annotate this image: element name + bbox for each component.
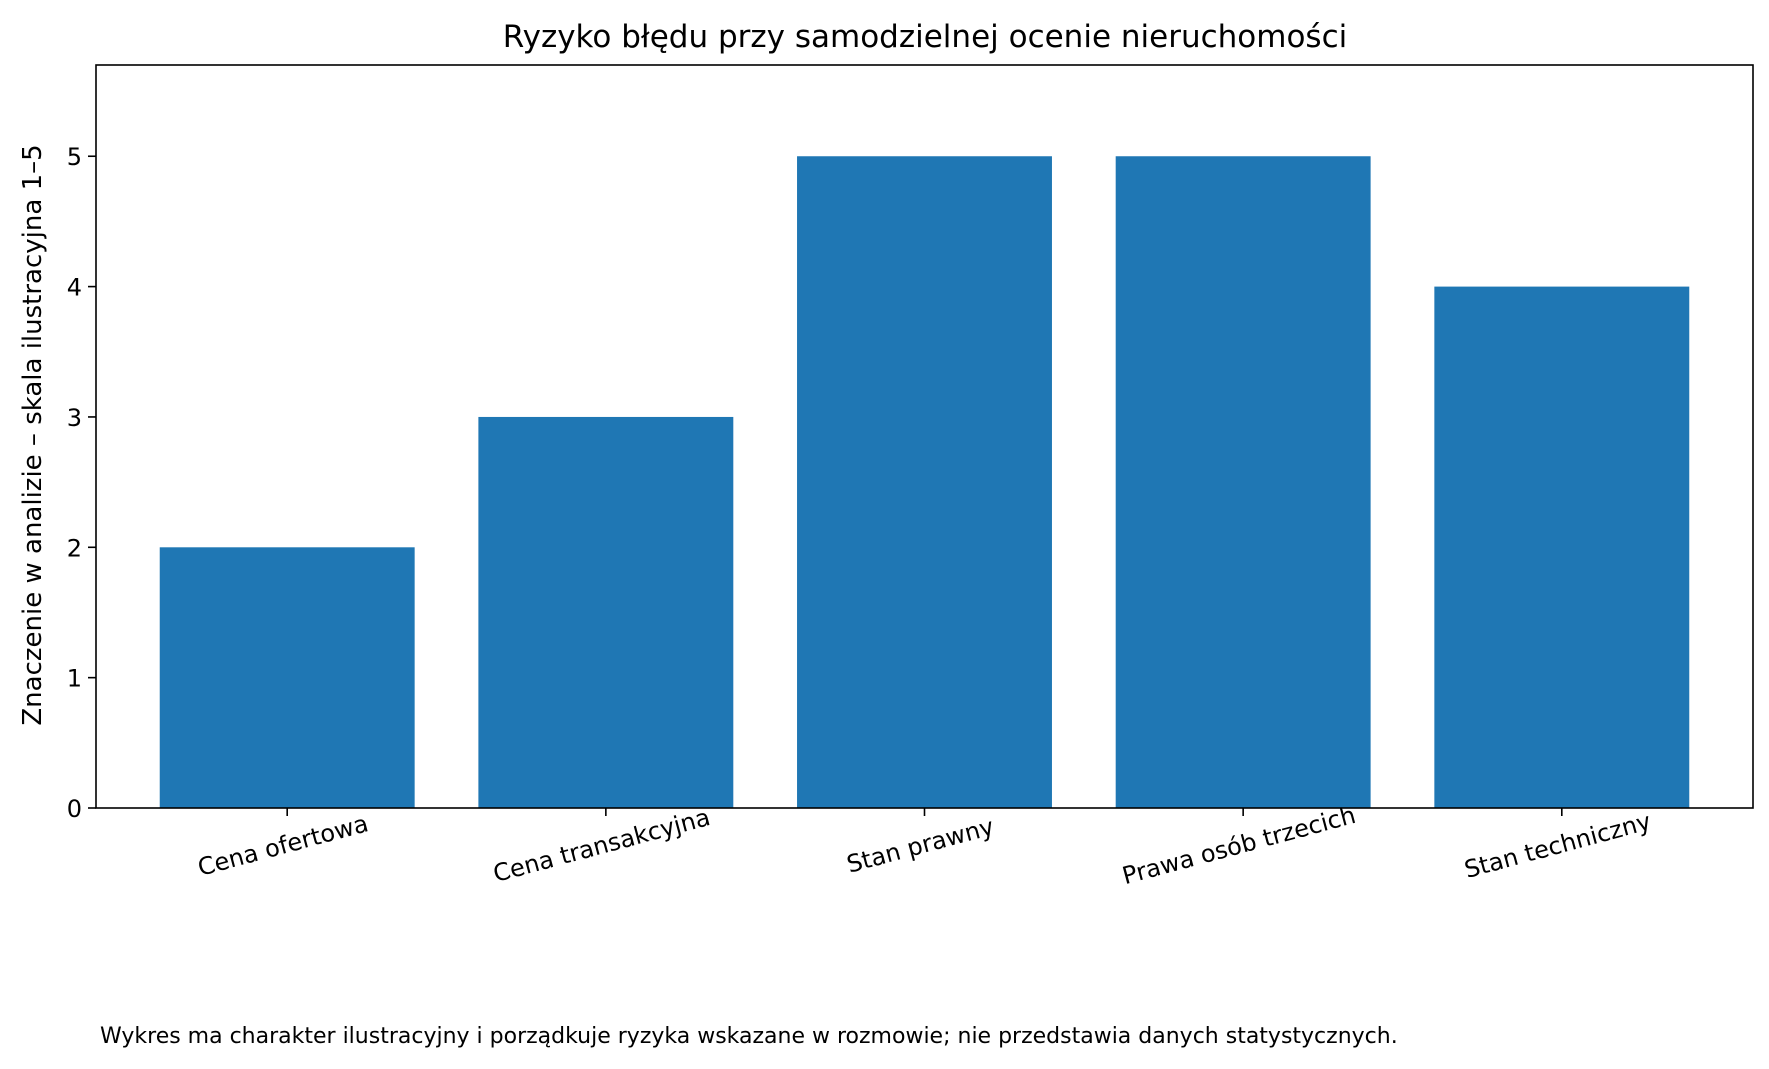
bar-chart: Ryzyko błędu przy samodzielnej ocenie ni…: [18, 19, 1754, 890]
chart-title: Ryzyko błędu przy samodzielnej ocenie ni…: [503, 19, 1347, 55]
y-tick-label: 4: [67, 274, 82, 302]
y-tick-label: 1: [67, 665, 82, 693]
x-axis: Cena ofertowa Cena transakcyjna Stan prawn…: [195, 801, 1654, 890]
y-axis: 0 1 2 3 4 5: [67, 143, 96, 823]
x-tick-label: Stan prawny: [844, 812, 997, 878]
x-tick-label: Prawa osób trzecich: [1119, 801, 1358, 890]
bar: [478, 416, 734, 808]
bars-layer: [159, 156, 1690, 809]
y-tick-label: 5: [67, 143, 82, 171]
bar: [159, 547, 415, 808]
plot-frame: [95, 64, 1754, 809]
x-tick-label: Cena ofertowa: [195, 809, 372, 881]
bar: [1115, 156, 1371, 809]
y-tick-label: 3: [67, 404, 82, 432]
chart-footnote: Wykres ma charakter ilustracyjny i porzą…: [100, 1024, 1398, 1049]
bar: [1434, 286, 1690, 808]
y-tick-label: 2: [67, 534, 82, 562]
y-axis-label: Znaczenie w analizie – skala ilustracyjn…: [18, 144, 48, 725]
y-tick-label: 0: [67, 795, 82, 823]
x-tick-label: Cena transakcyjna: [490, 803, 713, 888]
bar: [797, 156, 1052, 809]
x-tick-label: Stan techniczny: [1461, 807, 1654, 884]
